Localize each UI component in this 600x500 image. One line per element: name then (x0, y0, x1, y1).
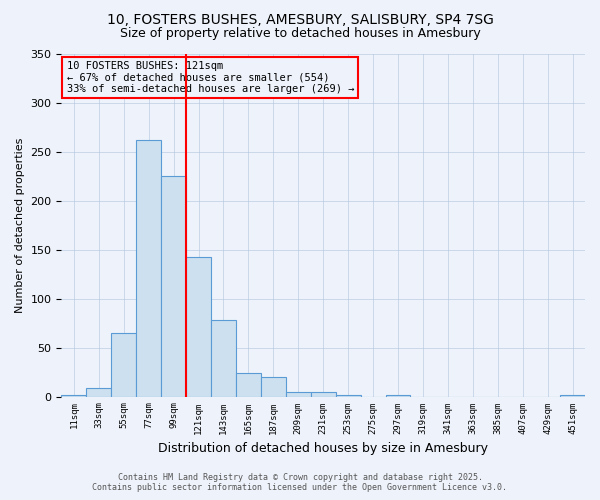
Bar (211, 320, 236, 396)
Bar (261, 377, 286, 396)
Text: Size of property relative to detached houses in Amesbury: Size of property relative to detached ho… (119, 28, 481, 40)
Bar (236, 373, 261, 396)
Bar (161, 176, 186, 396)
Bar (386, 394, 410, 396)
Bar (286, 392, 311, 396)
Bar (186, 256, 211, 396)
Bar (111, 333, 136, 396)
Y-axis label: Number of detached properties: Number of detached properties (15, 138, 25, 313)
Bar (136, 140, 161, 396)
Text: 10, FOSTERS BUSHES, AMESBURY, SALISBURY, SP4 7SG: 10, FOSTERS BUSHES, AMESBURY, SALISBURY,… (107, 12, 493, 26)
Bar (560, 394, 585, 396)
Bar (335, 394, 361, 396)
Bar (86, 388, 111, 396)
X-axis label: Distribution of detached houses by size in Amesbury: Distribution of detached houses by size … (158, 442, 488, 455)
Text: 10 FOSTERS BUSHES: 121sqm
← 67% of detached houses are smaller (554)
33% of semi: 10 FOSTERS BUSHES: 121sqm ← 67% of detac… (67, 61, 354, 94)
Text: Contains HM Land Registry data © Crown copyright and database right 2025.
Contai: Contains HM Land Registry data © Crown c… (92, 473, 508, 492)
Bar (311, 392, 335, 396)
Bar (61, 394, 86, 396)
